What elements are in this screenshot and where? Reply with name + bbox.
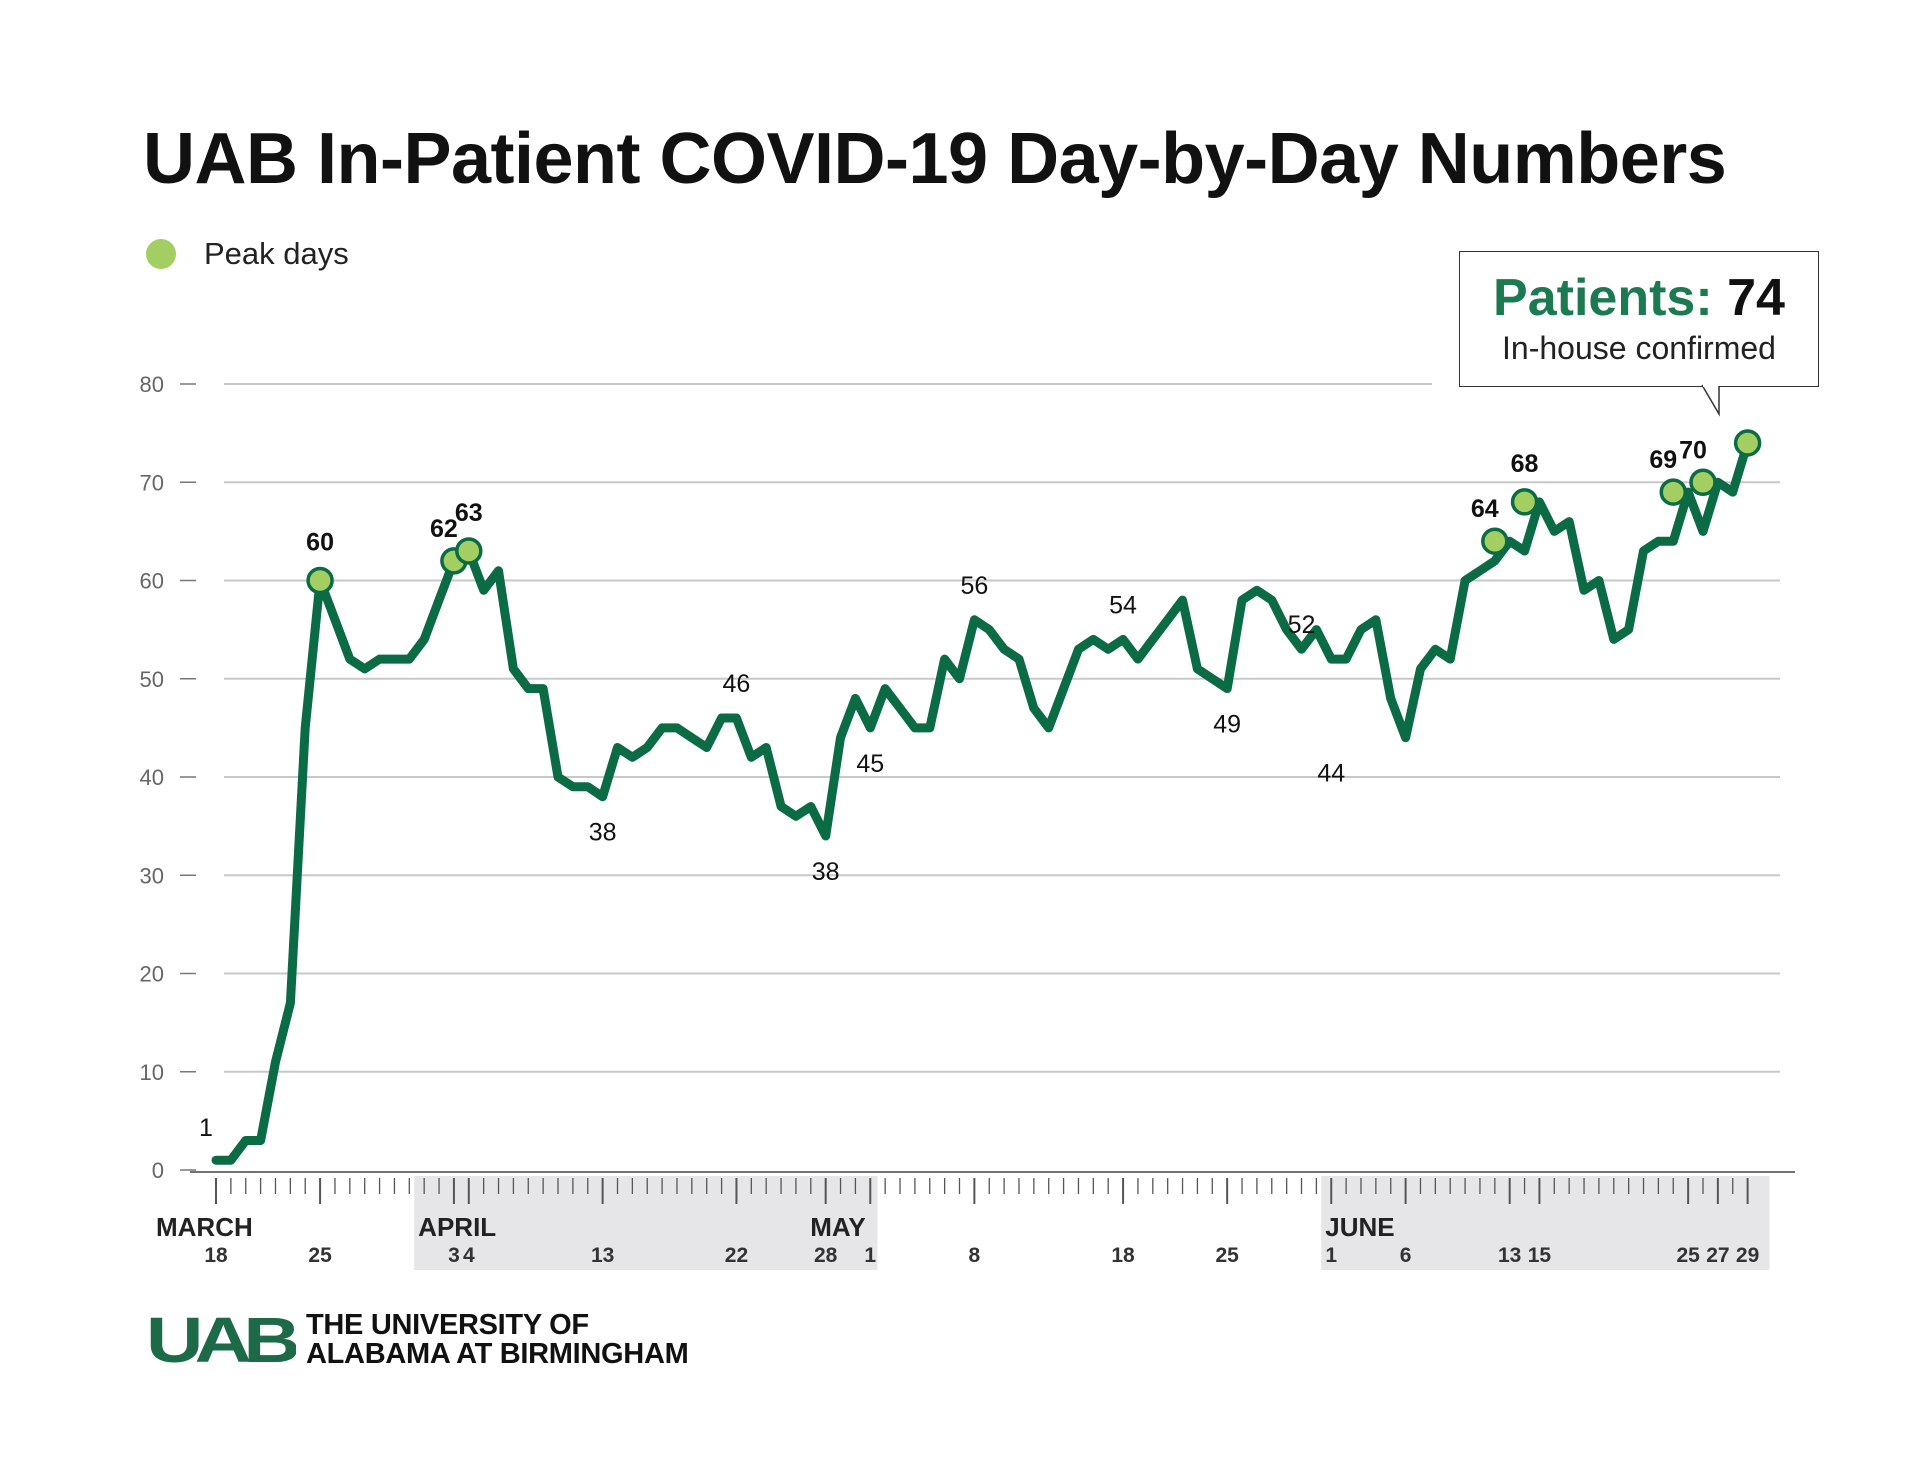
callout-value: 74 xyxy=(1727,269,1785,327)
x-tick-label: 18 xyxy=(1111,1244,1135,1267)
chart-title: UAB In-Patient COVID-19 Day-by-Day Numbe… xyxy=(143,119,1727,199)
x-tick-label: 22 xyxy=(725,1244,748,1267)
y-tick-label: 30 xyxy=(140,863,164,888)
data-label: 69 xyxy=(1649,446,1677,474)
month-bands xyxy=(414,1176,1770,1270)
data-label: 38 xyxy=(589,819,617,847)
x-tick-label: 25 xyxy=(308,1244,332,1267)
latest-value-callout: Patients: 74 In-house confirmed xyxy=(1459,251,1819,387)
callout-heading: Patients: xyxy=(1493,269,1713,327)
x-tick-label: 3 xyxy=(448,1244,460,1267)
x-tick-label: 8 xyxy=(969,1244,981,1267)
peak-point xyxy=(306,566,334,595)
data-label: 38 xyxy=(812,858,840,886)
series xyxy=(211,429,1762,1165)
month-label: MAY xyxy=(810,1212,865,1242)
peak-point xyxy=(1510,488,1539,516)
peak-point xyxy=(1733,429,1762,457)
y-tick-label: 80 xyxy=(140,372,164,397)
y-axis: 0 10 20 30 40 50 60 70 80 xyxy=(140,372,196,1183)
x-tick-label: 28 xyxy=(814,1244,838,1267)
data-label: 54 xyxy=(1109,591,1137,619)
month-band xyxy=(1321,1176,1770,1270)
peak-point xyxy=(455,537,483,565)
legend: Peak days xyxy=(146,236,349,272)
footer-org-line-1: THE UNIVERSITY OF xyxy=(306,1309,589,1341)
data-label: 45 xyxy=(856,750,884,778)
data-label: 1 xyxy=(199,1114,213,1142)
x-tick-label: 1 xyxy=(864,1244,876,1267)
gridlines xyxy=(224,383,1780,1073)
data-label: 44 xyxy=(1317,760,1345,788)
uab-logo-mark: UAB xyxy=(146,1312,296,1368)
x-tick-label: 6 xyxy=(1400,1244,1412,1267)
x-tick-label: 4 xyxy=(463,1244,475,1267)
month-label: JUNE xyxy=(1325,1212,1394,1242)
x-tick-label: 13 xyxy=(1498,1244,1521,1267)
peak-point xyxy=(1481,527,1509,555)
y-tick-label: 0 xyxy=(152,1158,164,1183)
x-tick-label: 25 xyxy=(1215,1244,1239,1267)
x-tick-label: 18 xyxy=(204,1244,228,1267)
y-tick-label: 20 xyxy=(140,962,164,987)
data-label: 56 xyxy=(960,572,988,600)
data-label: 52 xyxy=(1288,611,1316,639)
y-tick-label: 70 xyxy=(140,470,164,495)
y-tick-label: 10 xyxy=(140,1060,164,1085)
y-tick-label: 50 xyxy=(140,667,164,692)
peak-point xyxy=(1659,478,1688,506)
y-tick-label: 60 xyxy=(140,569,164,594)
data-label: 62 xyxy=(430,515,458,543)
peak-point xyxy=(1689,468,1717,496)
data-label: 63 xyxy=(455,499,483,527)
legend-label: Peak days xyxy=(204,236,349,271)
x-tick-label: 27 xyxy=(1706,1244,1729,1267)
y-tick-label: 40 xyxy=(140,765,164,790)
month-band xyxy=(414,1176,878,1270)
x-tick-label: 13 xyxy=(591,1244,614,1267)
callout-pointer xyxy=(1701,384,1720,417)
month-label: MARCH xyxy=(156,1212,253,1242)
month-label: APRIL xyxy=(418,1212,496,1242)
x-tick-label: 25 xyxy=(1676,1244,1700,1267)
x-tick-label: 29 xyxy=(1736,1244,1759,1267)
footer-logo: UAB THE UNIVERSITY OF ALABAMA AT BIRMING… xyxy=(146,1309,689,1370)
peak-day-marker-icon xyxy=(146,239,176,269)
footer-org-line-2: ALABAMA AT BIRMINGHAM xyxy=(306,1338,689,1370)
data-label: 49 xyxy=(1213,711,1241,739)
x-tick-label: 1 xyxy=(1325,1244,1337,1267)
data-label: 60 xyxy=(306,529,334,557)
x-tick-label: 15 xyxy=(1528,1244,1552,1267)
data-label: 46 xyxy=(723,670,751,698)
data-label: 64 xyxy=(1471,495,1499,523)
callout-subtitle: In-house confirmed xyxy=(1502,330,1776,366)
data-label: 70 xyxy=(1679,436,1707,464)
uab-logo-icon: UAB xyxy=(146,1312,296,1368)
data-label: 68 xyxy=(1511,450,1539,478)
